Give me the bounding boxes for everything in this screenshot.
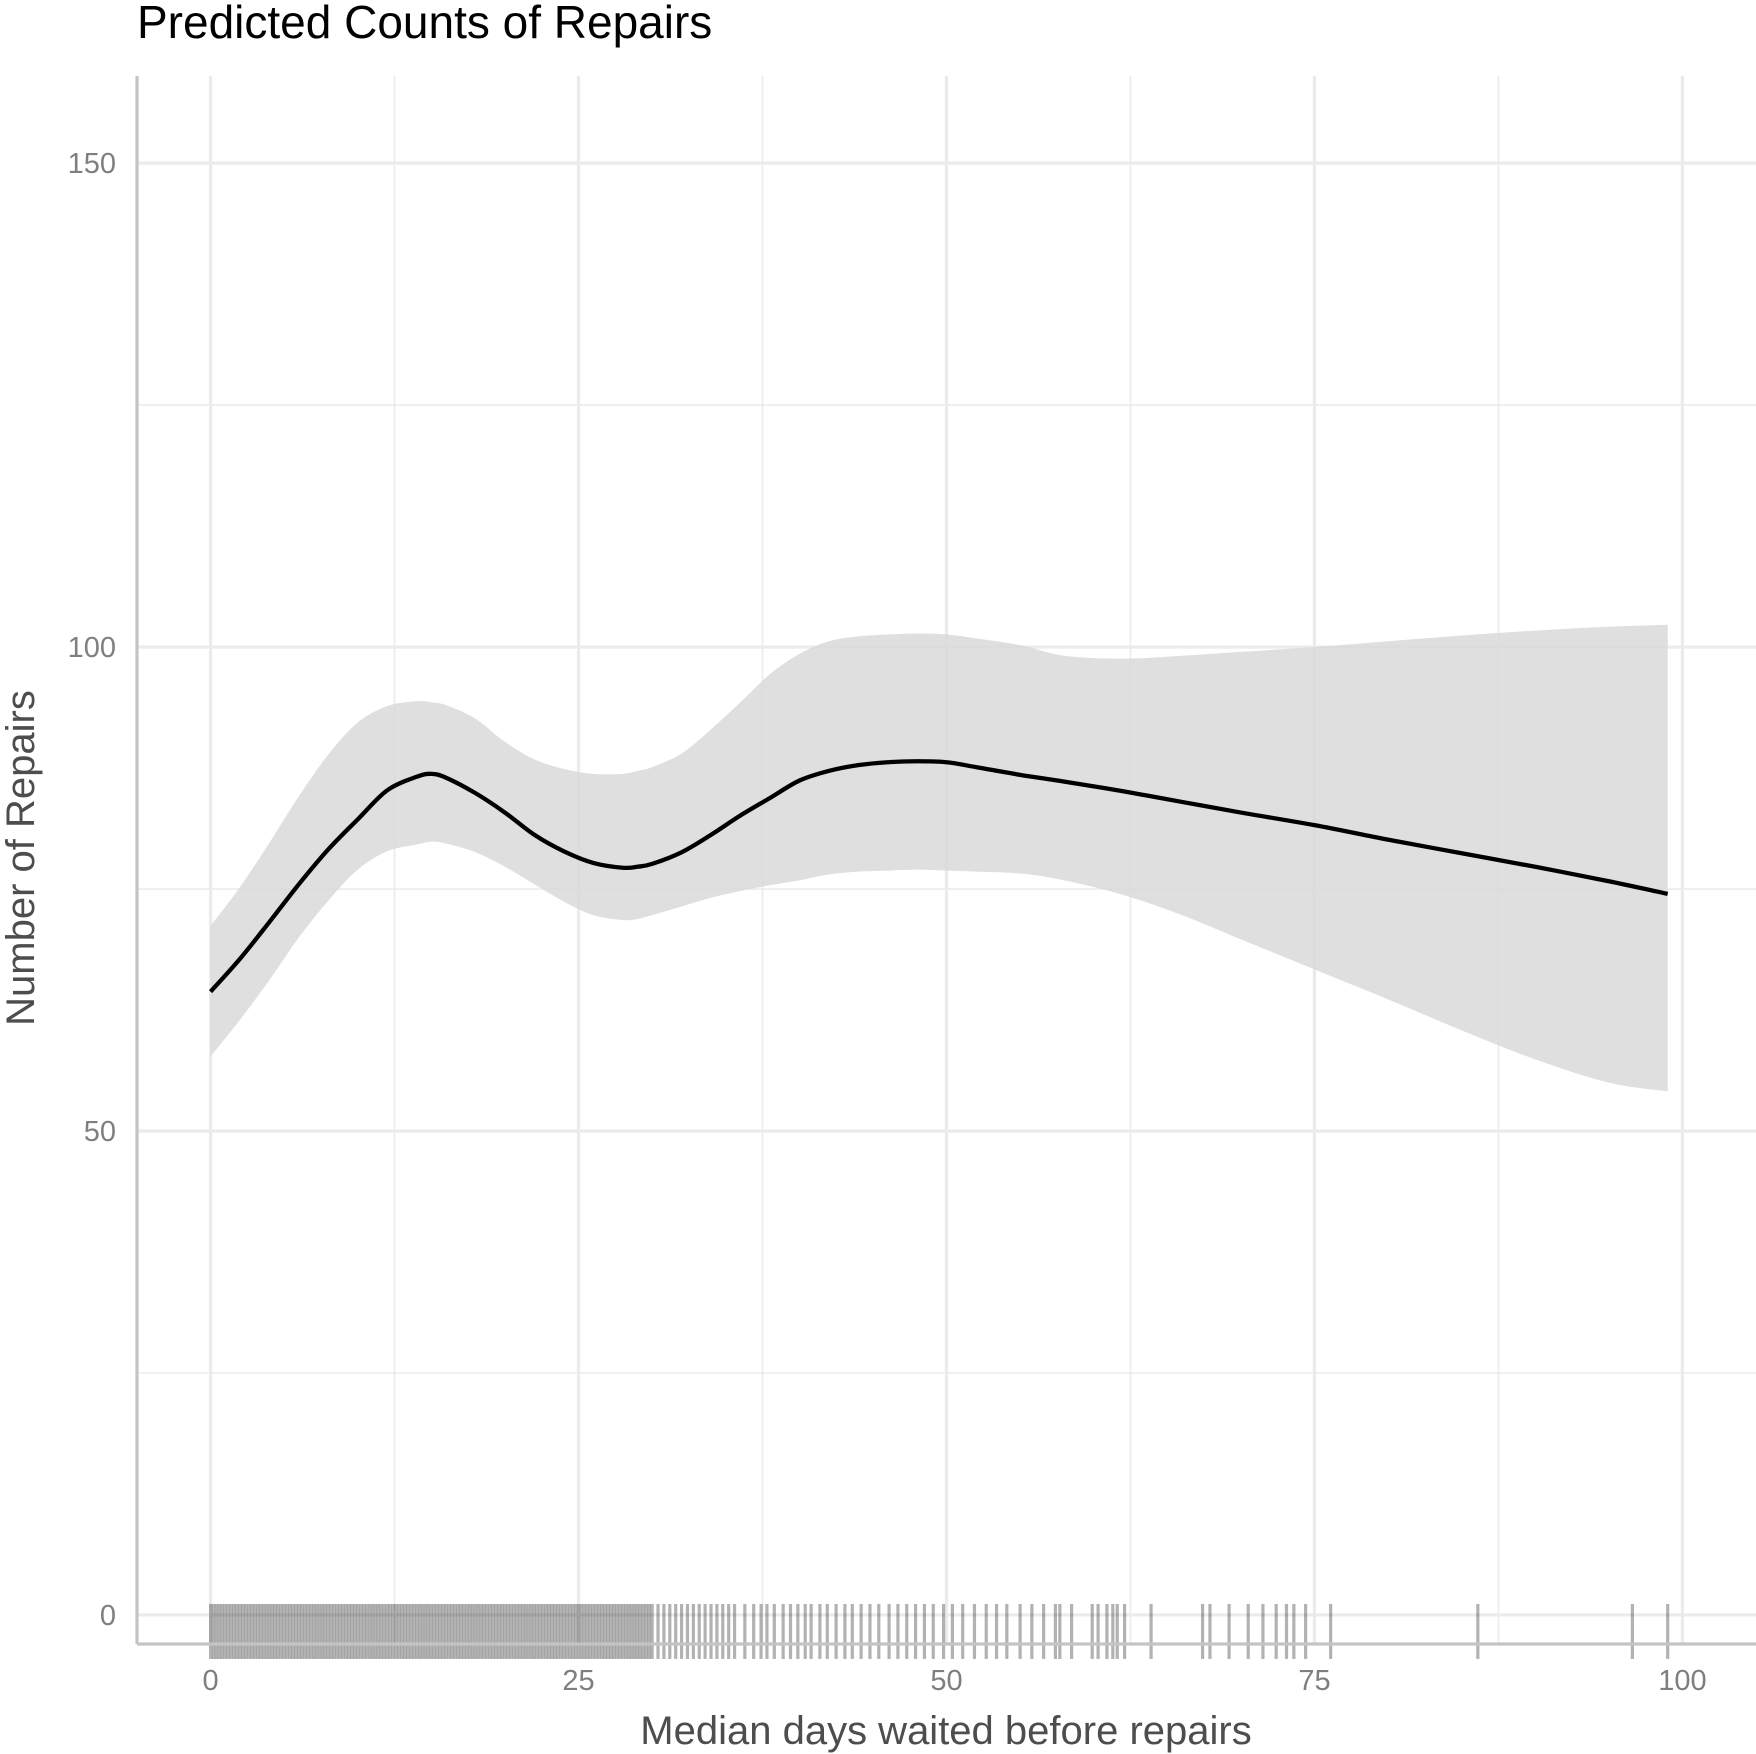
y-axis-title: Number of Repairs bbox=[0, 690, 43, 1026]
y-tick-label: 0 bbox=[100, 1600, 116, 1632]
fitted-line bbox=[208, 759, 1669, 994]
chart-title: Predicted Counts of Repairs bbox=[137, 0, 712, 48]
y-tick-label: 100 bbox=[68, 632, 116, 664]
x-axis-title: Median days waited before repairs bbox=[640, 1709, 1251, 1753]
x-tick-label: 25 bbox=[562, 1665, 594, 1697]
x-tick-label: 75 bbox=[1298, 1665, 1330, 1697]
x-tick-label: 100 bbox=[1658, 1665, 1706, 1697]
x-tick-label: 50 bbox=[930, 1665, 962, 1697]
y-tick-label: 50 bbox=[84, 1116, 116, 1148]
x-tick-label: 0 bbox=[203, 1665, 219, 1697]
x-tick-labels: 0 25 50 75 100 bbox=[203, 1665, 1707, 1697]
y-tick-label: 150 bbox=[68, 148, 116, 180]
rug-marks bbox=[208, 1603, 1670, 1659]
confidence-ribbon bbox=[210, 624, 1668, 1092]
y-tick-labels: 0 50 100 150 bbox=[68, 148, 116, 1632]
